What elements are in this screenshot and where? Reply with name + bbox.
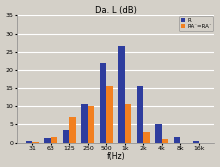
Bar [100, 63, 106, 143]
Bar [69, 117, 76, 143]
Bar [162, 139, 169, 143]
Bar [174, 137, 180, 143]
X-axis label: f(Hz): f(Hz) [106, 152, 125, 161]
Bar [192, 141, 199, 143]
Title: Da. L (dB): Da. L (dB) [95, 6, 137, 15]
Bar [88, 106, 94, 143]
Bar [137, 86, 143, 143]
Bar [51, 137, 57, 143]
Bar [106, 86, 113, 143]
Bar [32, 142, 39, 143]
Bar [143, 132, 150, 143]
Bar [81, 104, 88, 143]
Bar [26, 141, 32, 143]
Bar [44, 138, 51, 143]
Bar [118, 46, 125, 143]
Legend: R, RA˜=RA˜: R, RA˜=RA˜ [179, 16, 213, 31]
Bar [63, 130, 69, 143]
Bar [125, 104, 131, 143]
Bar [156, 124, 162, 143]
